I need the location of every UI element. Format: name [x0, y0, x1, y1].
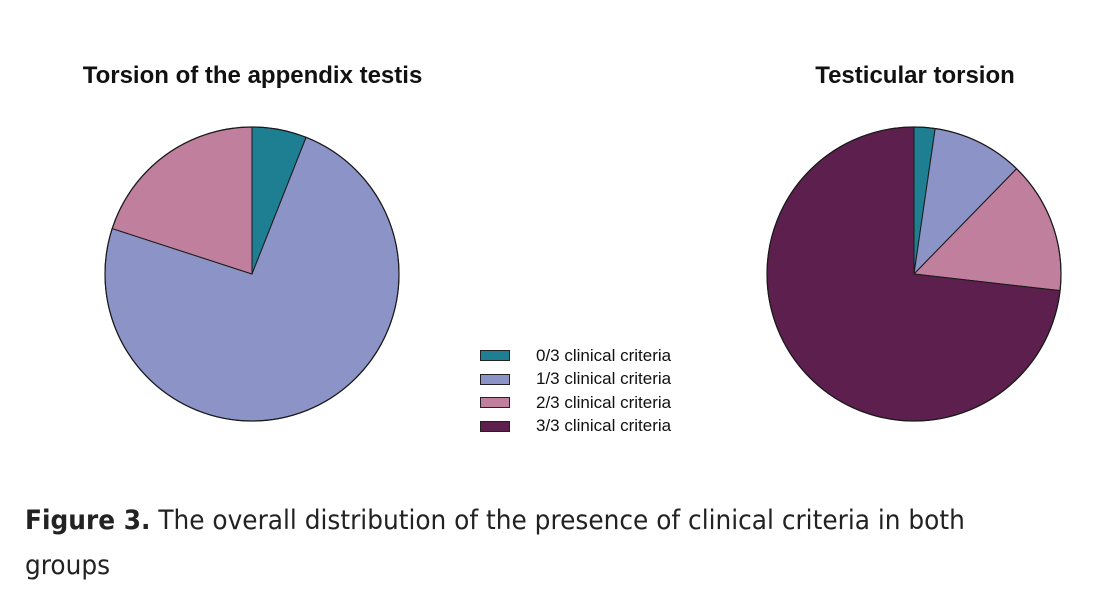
legend: 0/3 clinical criteria 1/3 clinical crite…: [480, 344, 671, 438]
legend-label: 3/3 clinical criteria: [536, 416, 672, 436]
pie-chart-testicular-torsion: [766, 126, 1062, 422]
legend-item: 0/3 clinical criteria: [480, 344, 671, 368]
legend-label: 2/3 clinical criteria: [536, 392, 672, 412]
legend-item: 1/3 clinical criteria: [480, 368, 671, 392]
legend-swatch: [480, 350, 510, 362]
chart-title-testicular-torsion: Testicular torsion: [815, 62, 1015, 89]
legend-label: 1/3 clinical criteria: [536, 369, 672, 389]
caption-text: The overall distribution of the presence…: [25, 505, 965, 581]
pie-chart-appendix-testis: [104, 126, 400, 422]
legend-swatch: [480, 397, 510, 409]
figure-caption: Figure 3. The overall distribution of th…: [25, 498, 1005, 588]
legend-item: 2/3 clinical criteria: [480, 391, 671, 415]
pie-outline: [104, 126, 400, 422]
legend-label: 0/3 clinical criteria: [536, 345, 672, 365]
chart-title-appendix-testis: Torsion of the appendix testis: [82, 62, 423, 89]
legend-item: 3/3 clinical criteria: [480, 415, 671, 439]
pie-outline: [766, 126, 1062, 422]
legend-swatch: [480, 373, 510, 385]
legend-swatch: [480, 420, 510, 432]
caption-label: Figure 3.: [25, 505, 151, 536]
